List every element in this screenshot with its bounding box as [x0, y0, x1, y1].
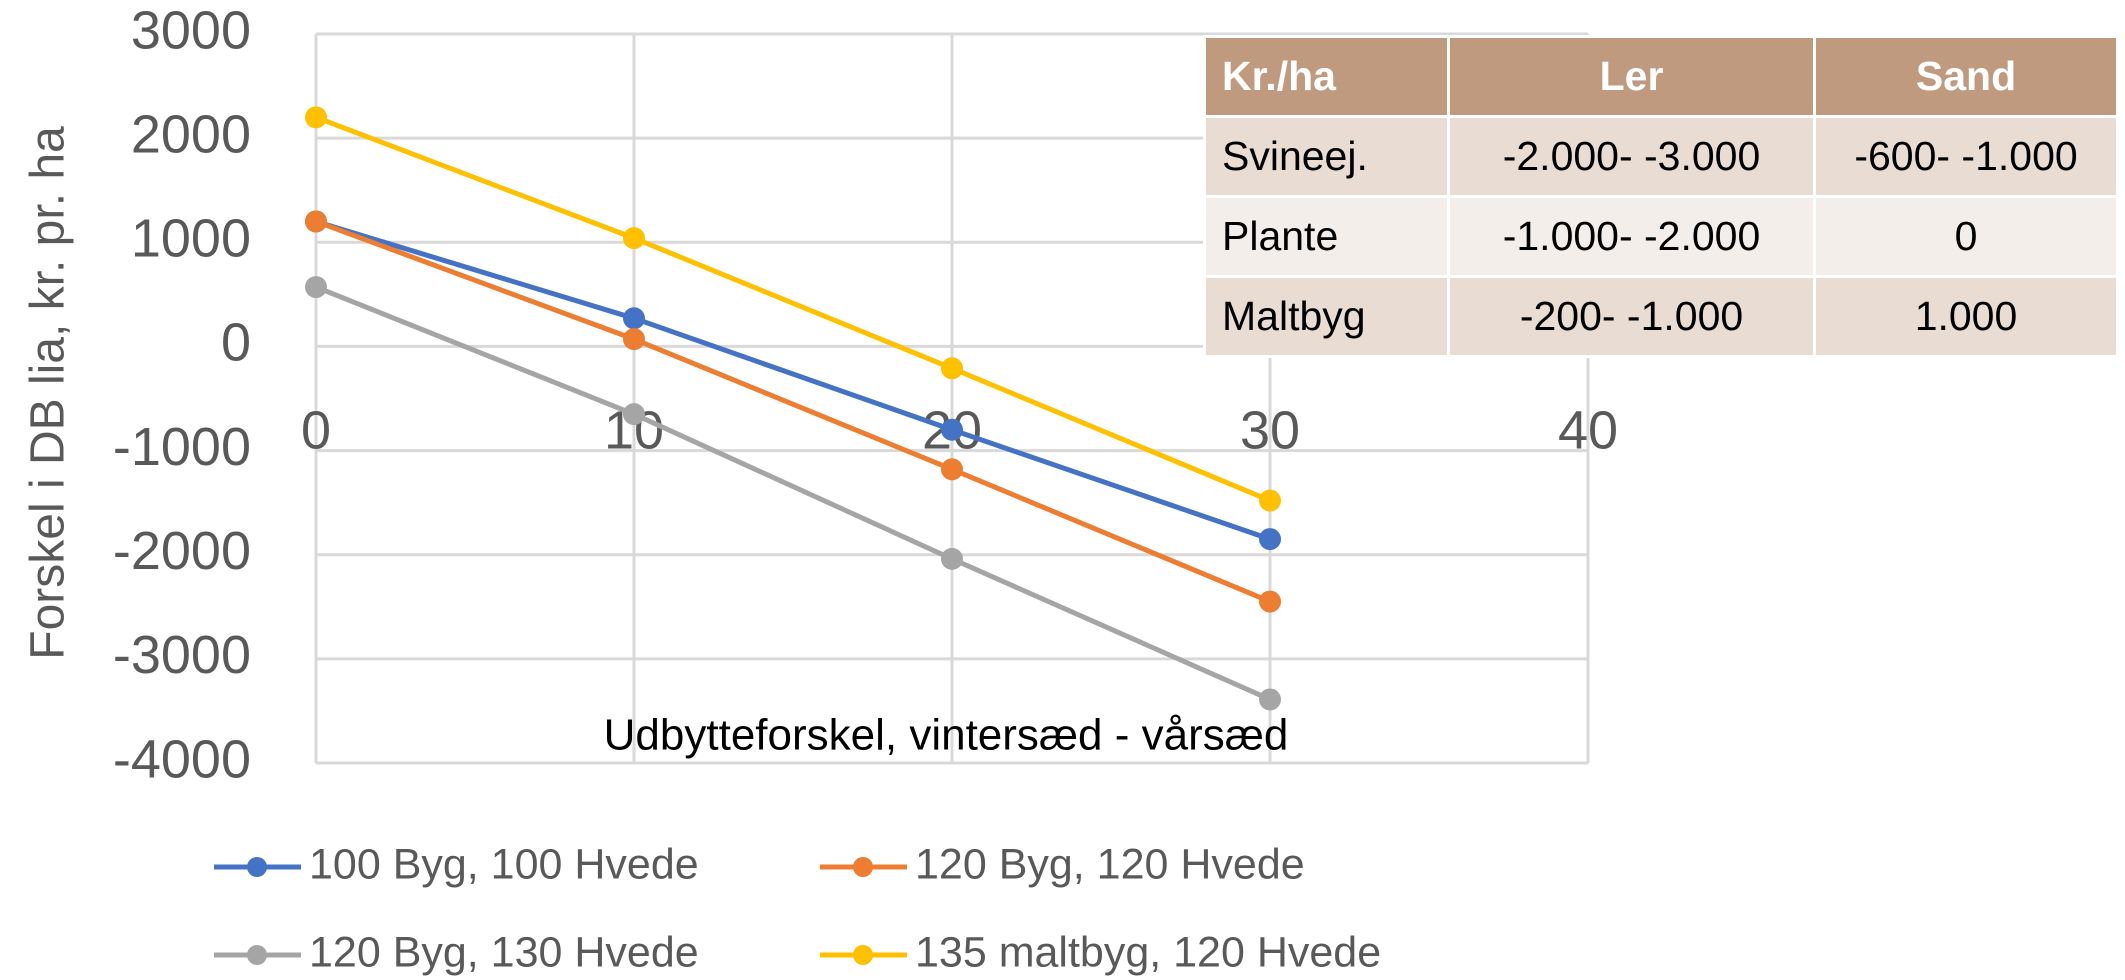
y-tick-label: 0 [221, 313, 251, 373]
point [941, 357, 963, 380]
table-cell: -1.000- -2.000 [1447, 195, 1816, 278]
y-tick-label: -3000 [113, 625, 251, 685]
point [1259, 489, 1281, 512]
point [623, 227, 645, 250]
table-cell: -2.000- -3.000 [1447, 115, 1816, 198]
table-cell: Svineej. [1203, 115, 1450, 198]
series-line [315, 284, 1272, 702]
point [1259, 688, 1281, 711]
plot: -4000-3000-2000-100001000200030000102030… [113, 0, 1618, 976]
table-cell: Plante [1203, 195, 1450, 278]
x-tick-label: 30 [1240, 400, 1300, 460]
legend-marker [247, 857, 267, 877]
legend-marker [247, 945, 267, 965]
table-cell: 1.000 [1813, 275, 2119, 358]
header-cell: Kr./ha [1203, 35, 1450, 118]
point [1259, 528, 1281, 551]
table-row: Svineej. -2.000- -3.000 -600- -1.000 [1203, 115, 2119, 198]
table-header-row: Kr./ha Ler Sand [1203, 35, 2119, 118]
legend-marker [853, 857, 873, 877]
point [623, 403, 645, 426]
table-row: Plante -1.000- -2.000 0 [1203, 195, 2119, 278]
table-cell: -600- -1.000 [1813, 115, 2119, 198]
legend-label: 100 Byg, 100 Hvede [309, 840, 699, 888]
point [941, 458, 963, 481]
y-tick-label: 3000 [131, 0, 251, 60]
point [623, 307, 645, 330]
series-line [315, 219, 1271, 542]
legend-marker [853, 945, 873, 965]
series-line [315, 219, 1271, 604]
x-tick-label: 0 [301, 400, 331, 460]
point [1259, 590, 1281, 613]
header-cell: Ler [1447, 35, 1816, 118]
table-cell: -200- -1.000 [1447, 275, 1816, 358]
table-row: Maltbyg -200- -1.000 1.000 [1203, 275, 2119, 358]
legend-label: 120 Byg, 130 Hvede [309, 928, 699, 976]
point [941, 547, 963, 570]
series-line [315, 114, 1271, 503]
x-axis-title: Udbytteforskel, vintersæd - vårsæd [604, 711, 1289, 760]
x-tick-label: 40 [1558, 400, 1618, 460]
table-cell: Maltbyg [1203, 275, 1450, 358]
y-tick-label: -1000 [113, 417, 251, 477]
header-cell: Sand [1813, 35, 2119, 118]
y-axis-title: Forskel i DB lia, kr. pr. ha [22, 126, 75, 660]
table: Kr./ha Ler Sand Svineej. -2.000- -3.000 -600-… [1203, 35, 2119, 358]
y-tick-label: -2000 [113, 521, 251, 581]
point [623, 328, 645, 351]
legend-label: 120 Byg, 120 Hvede [915, 840, 1305, 888]
table-cell: 0 [1813, 195, 2119, 278]
y-tick-label: -4000 [113, 729, 251, 789]
point [305, 210, 327, 233]
point [305, 276, 327, 299]
y-tick-label: 1000 [131, 209, 251, 269]
point [305, 106, 327, 129]
y-tick-label: 2000 [131, 104, 251, 164]
legend-label: 135 maltbyg, 120 Hvede [915, 928, 1381, 976]
point [941, 418, 963, 441]
